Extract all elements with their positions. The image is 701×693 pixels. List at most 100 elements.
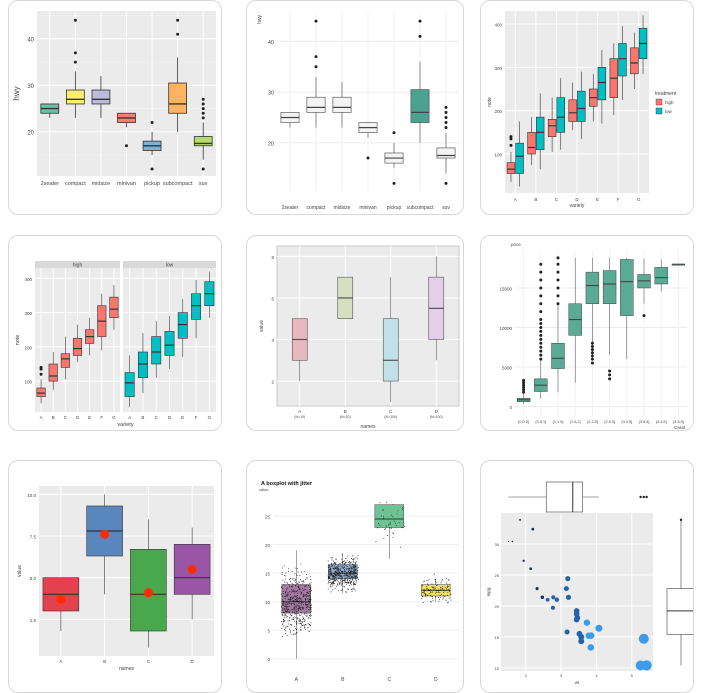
outlier-point — [522, 381, 526, 385]
jitter-point — [294, 592, 296, 594]
jitter-point — [296, 612, 297, 613]
x-tick-label: B — [344, 409, 347, 414]
jitter-point — [351, 580, 353, 582]
jitter-point — [282, 608, 284, 610]
jitter-point — [402, 507, 403, 509]
jitter-point — [328, 569, 330, 571]
box — [551, 343, 565, 369]
jitter-point — [286, 587, 288, 589]
jitter-point — [308, 593, 310, 594]
outlier-point — [590, 348, 594, 352]
jitter-point — [340, 573, 341, 575]
jitter-point — [307, 618, 309, 620]
jitter-point — [331, 578, 333, 580]
jitter-point — [284, 605, 286, 607]
jitter-point — [344, 578, 346, 580]
jitter-point — [350, 582, 352, 584]
jitter-point — [285, 614, 287, 616]
jitter-point — [303, 617, 305, 619]
jitter-point — [329, 577, 330, 579]
outlier-point — [556, 294, 560, 298]
jitter-point — [347, 575, 349, 577]
jitter-point — [327, 564, 329, 566]
jitter-point — [355, 569, 357, 571]
jitter-point — [281, 567, 283, 569]
jitter-point — [301, 571, 302, 573]
jitter-point — [292, 600, 294, 602]
jitter-point — [350, 584, 352, 585]
jitter-point — [428, 593, 430, 595]
jitter-point — [345, 583, 347, 585]
jitter-point — [301, 623, 302, 625]
y-tick-label: 20 — [27, 130, 34, 136]
jitter-point — [340, 569, 342, 571]
jitter-point — [446, 587, 448, 588]
jitter-point — [339, 577, 341, 579]
jitter-point — [305, 599, 306, 601]
jitter-point — [355, 575, 357, 577]
jitter-point — [281, 586, 282, 588]
jitter-point — [302, 580, 304, 582]
jitter-point — [329, 577, 331, 579]
jitter-point — [351, 566, 353, 568]
jitter-point — [332, 574, 333, 576]
jitter-point — [353, 582, 354, 584]
jitter-point — [285, 604, 287, 606]
jitter-point — [306, 592, 308, 593]
scatter-point — [519, 518, 522, 521]
jitter-point — [345, 562, 347, 564]
jitter-point — [355, 576, 357, 578]
jitter-point — [425, 594, 427, 596]
jitter-point — [287, 606, 289, 607]
jitter-point — [292, 584, 294, 585]
jitter-point — [349, 577, 351, 579]
jitter-point — [299, 621, 301, 622]
jitter-point — [301, 592, 303, 594]
jitter-point — [310, 608, 312, 610]
jitter-point — [340, 576, 342, 577]
jitter-point — [288, 612, 290, 613]
jitter-point — [303, 613, 305, 615]
jitter-point — [388, 523, 390, 525]
x-tick-label: F — [195, 415, 198, 420]
box — [137, 351, 148, 379]
outlier-point — [150, 167, 154, 171]
jitter-point — [295, 590, 297, 592]
jitter-point — [438, 591, 440, 593]
jitter-point — [431, 587, 433, 589]
jitter-point — [430, 592, 432, 593]
jitter-point — [310, 590, 312, 592]
jitter-point — [333, 572, 335, 574]
jitter-point — [281, 605, 282, 607]
outlier-point — [509, 143, 513, 147]
outlier-point — [201, 111, 205, 115]
jitter-point — [282, 593, 284, 594]
jitter-point — [439, 592, 441, 594]
jitter-point — [342, 572, 343, 574]
jitter-point — [308, 624, 310, 625]
jitter-point — [292, 591, 294, 593]
jitter-point — [303, 595, 304, 597]
outlier-point — [444, 181, 448, 185]
y-axis-label: value — [259, 320, 265, 332]
jitter-point — [297, 595, 298, 596]
jitter-point — [290, 624, 292, 626]
x-tick-label: subcompact — [407, 205, 435, 211]
jitter-point — [379, 502, 381, 504]
jitter-point — [449, 583, 451, 585]
jitter-point — [336, 571, 337, 573]
jitter-point — [300, 609, 302, 611]
jitter-point — [295, 585, 297, 587]
jitter-point — [281, 572, 283, 574]
jitter-point — [281, 596, 283, 598]
jitter-point — [296, 621, 297, 622]
jitter-point — [298, 601, 299, 603]
jitter-point — [436, 582, 438, 584]
y-tick-label: 15 — [265, 572, 271, 577]
jitter-point — [344, 566, 345, 568]
jitter-point — [355, 568, 357, 570]
marginal-x-outlier — [639, 495, 642, 499]
outlier-point — [176, 32, 180, 36]
jitter-point — [330, 568, 332, 570]
jitter-point — [343, 582, 345, 584]
